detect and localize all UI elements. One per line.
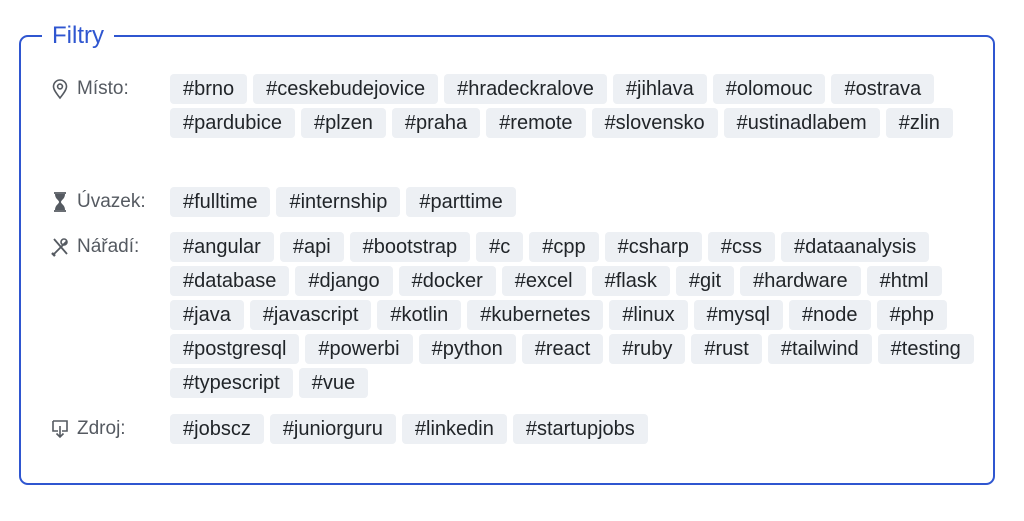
- tag-ceskebudejovice[interactable]: #ceskebudejovice: [253, 74, 439, 104]
- tag-typescript[interactable]: #typescript: [170, 368, 293, 398]
- filter-row-employment: Úvazek: #fulltime #internship #parttime: [50, 187, 980, 217]
- filter-label-text: Místo:: [77, 78, 129, 99]
- tag-fulltime[interactable]: #fulltime: [170, 187, 271, 217]
- tag-html[interactable]: #html: [866, 266, 942, 296]
- tag-list-source: #jobscz #juniorguru #linkedin #startupjobs: [170, 414, 980, 444]
- tools-icon: [51, 238, 68, 257]
- tag-database[interactable]: #database: [170, 266, 290, 296]
- tag-list-tools: #angular #api #bootstrap #c #cpp #csharp #css #…: [170, 232, 980, 398]
- filter-label-place: Místo:: [50, 74, 170, 138]
- tag-jihlava[interactable]: #jihlava: [612, 74, 707, 104]
- tag-api[interactable]: #api: [279, 232, 344, 262]
- tag-internship[interactable]: #internship: [276, 187, 401, 217]
- filter-label-text: Zdroj:: [77, 418, 126, 439]
- filters-title: Filtry: [42, 21, 114, 51]
- tag-javascript[interactable]: #javascript: [249, 300, 372, 330]
- tag-excel[interactable]: #excel: [501, 266, 586, 296]
- tag-powerbi[interactable]: #powerbi: [305, 334, 413, 364]
- tag-kotlin[interactable]: #kotlin: [377, 300, 462, 330]
- tag-docker[interactable]: #docker: [398, 266, 496, 296]
- tag-hardware[interactable]: #hardware: [740, 266, 861, 296]
- tag-c[interactable]: #c: [476, 232, 524, 262]
- tag-kubernetes[interactable]: #kubernetes: [467, 300, 604, 330]
- filter-row-tools: Nářadí: #angular #api #bootstrap #c #cpp #csh…: [50, 232, 980, 398]
- tag-ruby[interactable]: #ruby: [609, 334, 686, 364]
- filter-label-tools: Nářadí:: [50, 232, 170, 398]
- tag-list-place: #brno #ceskebudejovice #hradeckralove #jihl…: [170, 74, 980, 138]
- tag-list-employment: #fulltime #internship #parttime: [170, 187, 980, 217]
- tag-react[interactable]: #react: [521, 334, 604, 364]
- tag-csharp[interactable]: #csharp: [604, 232, 702, 262]
- tag-parttime[interactable]: #parttime: [406, 187, 516, 217]
- tag-bootstrap[interactable]: #bootstrap: [349, 232, 471, 262]
- tag-remote[interactable]: #remote: [486, 108, 586, 138]
- hourglass-icon: [54, 192, 66, 212]
- tag-flask[interactable]: #flask: [591, 266, 670, 296]
- tag-ustinadlabem[interactable]: #ustinadlabem: [723, 108, 880, 138]
- tag-olomouc[interactable]: #olomouc: [712, 74, 826, 104]
- map-pin-icon: [52, 79, 68, 100]
- tag-jobscz[interactable]: #jobscz: [170, 414, 264, 444]
- filter-label-text: Úvazek:: [77, 191, 146, 212]
- tag-vue[interactable]: #vue: [298, 368, 369, 398]
- tag-linkedin[interactable]: #linkedin: [401, 414, 507, 444]
- filters-panel: [19, 35, 995, 485]
- filter-row-place: Místo: #brno #ceskebudejovice #hradeckralo…: [50, 74, 980, 138]
- tag-node[interactable]: #node: [788, 300, 871, 330]
- download-box-icon: [52, 420, 68, 439]
- tag-zlin[interactable]: #zlin: [885, 108, 953, 138]
- tag-java[interactable]: #java: [170, 300, 244, 330]
- tag-git[interactable]: #git: [675, 266, 735, 296]
- tag-css[interactable]: #css: [707, 232, 775, 262]
- tag-hradeckralove[interactable]: #hradeckralove: [444, 74, 607, 104]
- tag-python[interactable]: #python: [418, 334, 516, 364]
- filter-label-source: Zdroj:: [50, 414, 170, 444]
- filter-row-source: Zdroj: #jobscz #juniorguru #linkedin #start…: [50, 414, 980, 444]
- tag-angular[interactable]: #angular: [170, 232, 274, 262]
- tag-mysql[interactable]: #mysql: [693, 300, 783, 330]
- tag-startupjobs[interactable]: #startupjobs: [512, 414, 648, 444]
- tag-linux[interactable]: #linux: [609, 300, 688, 330]
- tag-rust[interactable]: #rust: [691, 334, 762, 364]
- tag-plzen[interactable]: #plzen: [300, 108, 386, 138]
- filter-label-text: Nářadí:: [77, 236, 140, 257]
- tag-cpp[interactable]: #cpp: [529, 232, 599, 262]
- tag-brno[interactable]: #brno: [170, 74, 248, 104]
- tag-slovensko[interactable]: #slovensko: [591, 108, 718, 138]
- tag-php[interactable]: #php: [876, 300, 948, 330]
- tag-django[interactable]: #django: [295, 266, 393, 296]
- tag-praha[interactable]: #praha: [391, 108, 481, 138]
- filter-label-employment: Úvazek:: [50, 187, 170, 217]
- tag-testing[interactable]: #testing: [877, 334, 974, 364]
- tag-postgresql[interactable]: #postgresql: [170, 334, 300, 364]
- tag-ostrava[interactable]: #ostrava: [831, 74, 935, 104]
- tag-juniorguru[interactable]: #juniorguru: [269, 414, 396, 444]
- tag-tailwind[interactable]: #tailwind: [767, 334, 872, 364]
- tag-pardubice[interactable]: #pardubice: [170, 108, 295, 138]
- tag-dataanalysis[interactable]: #dataanalysis: [780, 232, 930, 262]
